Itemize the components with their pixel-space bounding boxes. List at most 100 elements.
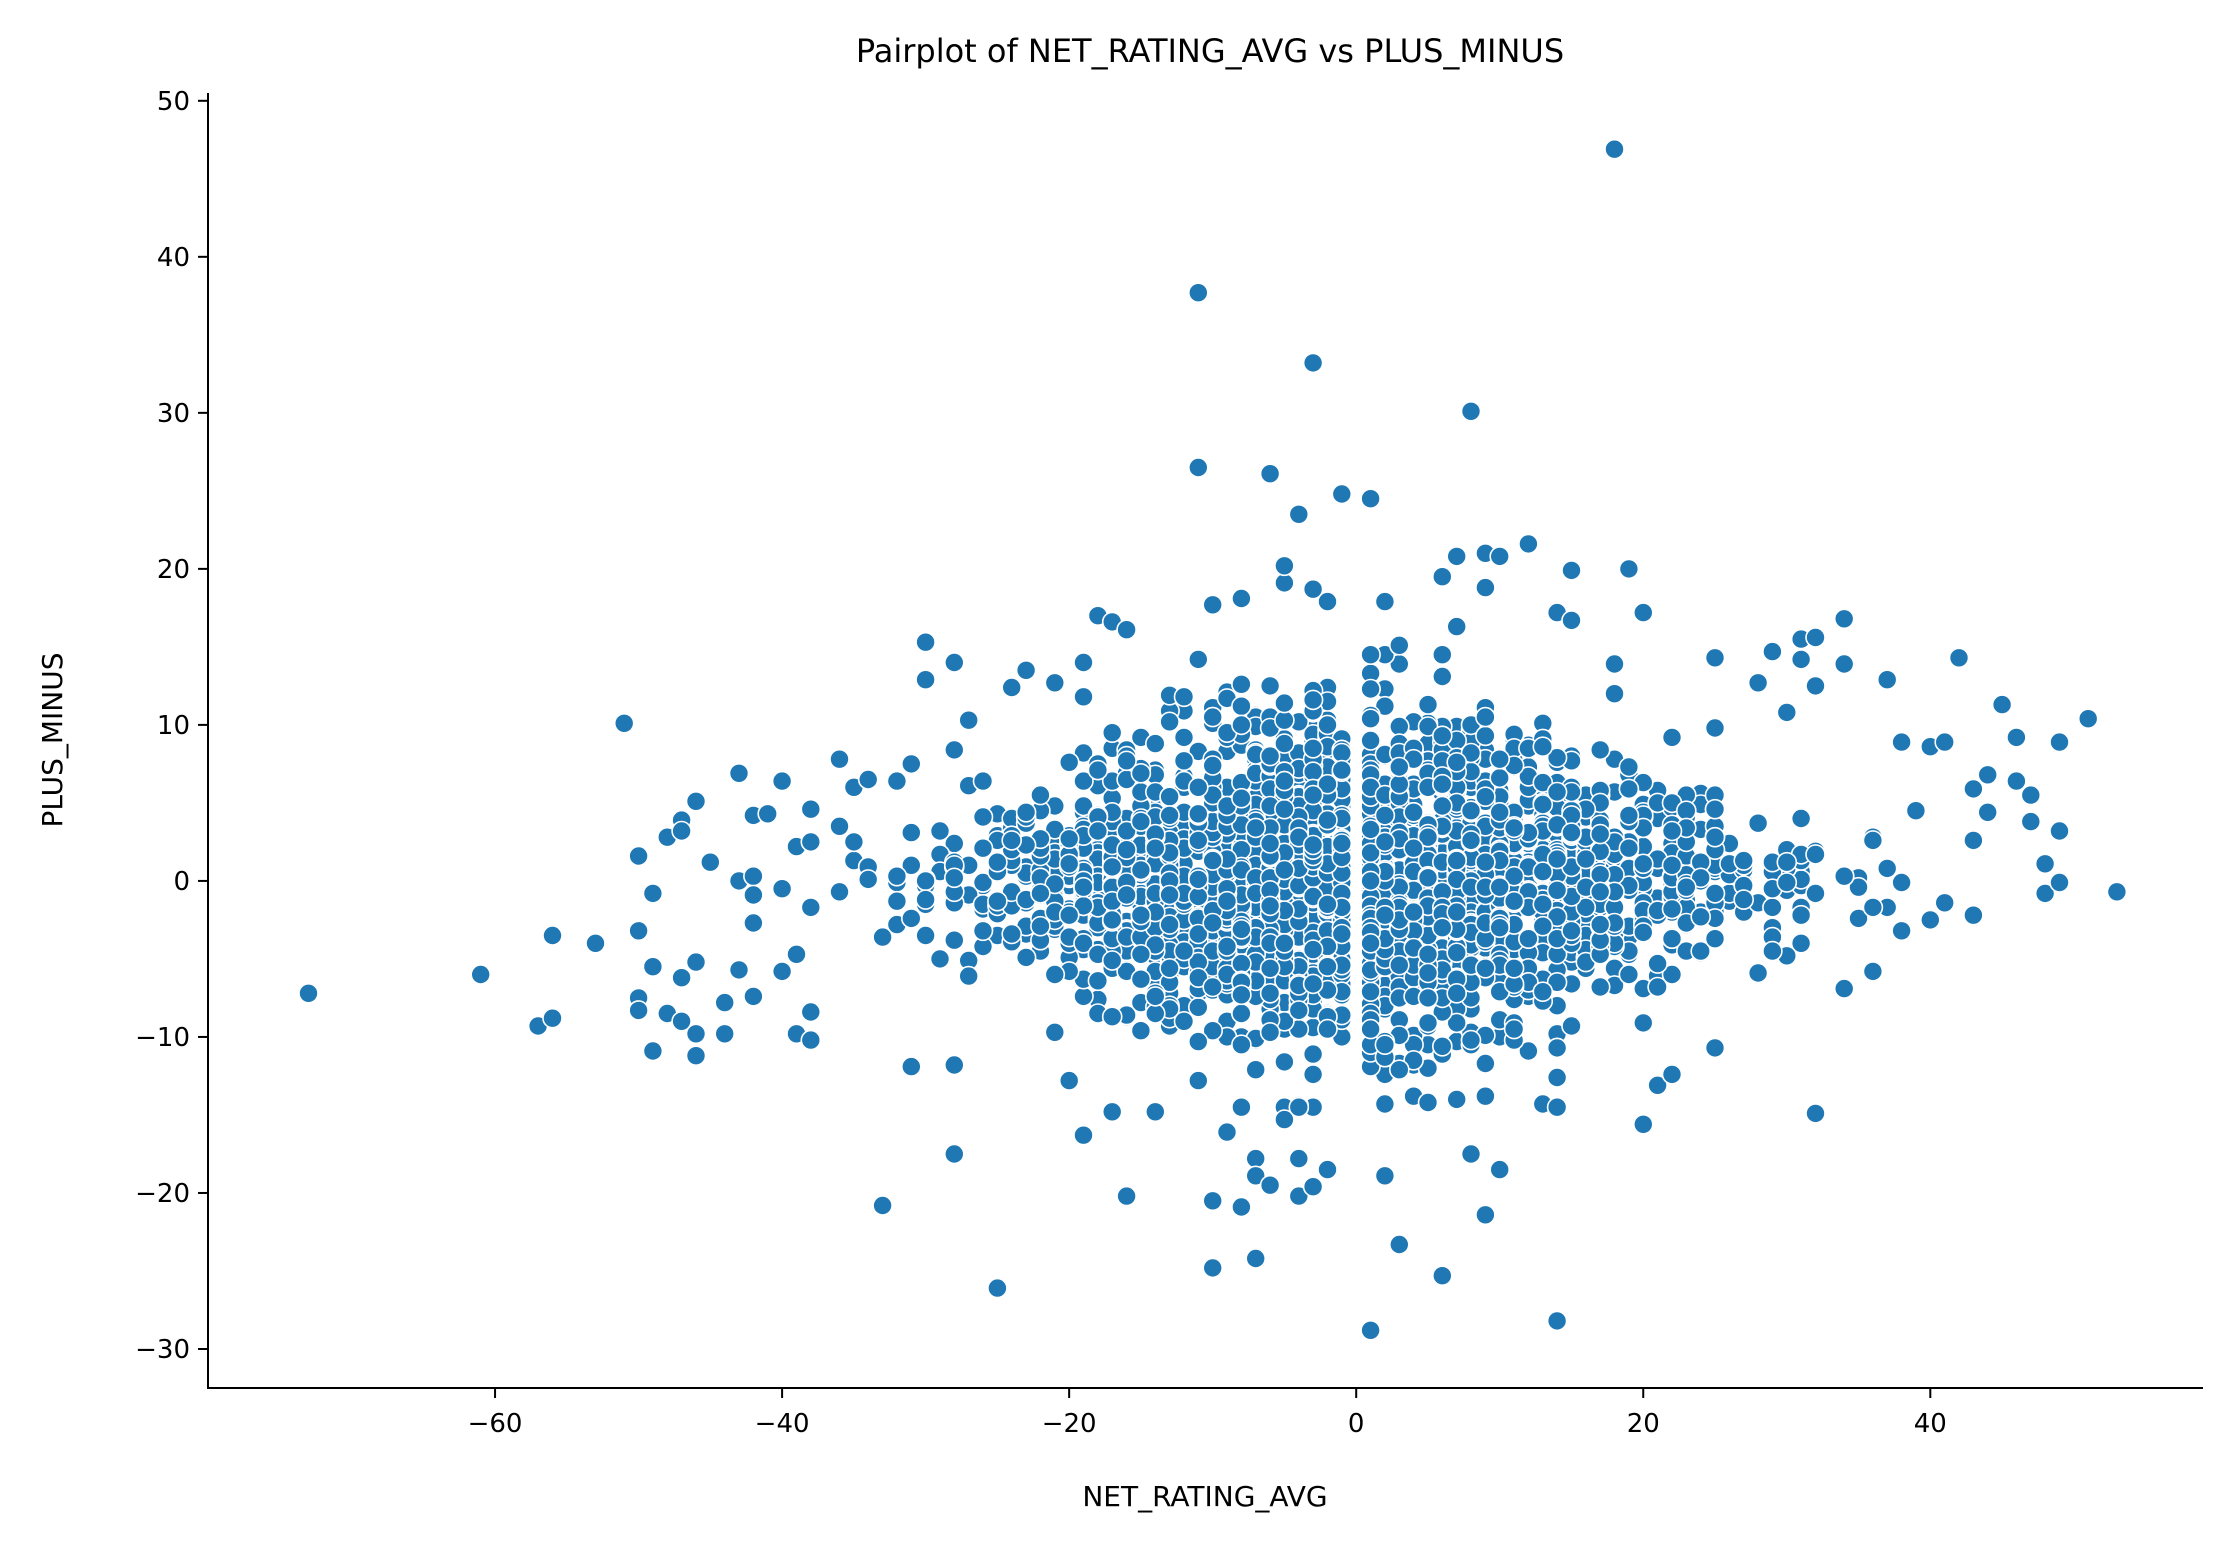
data-point bbox=[1503, 817, 1525, 839]
data-point bbox=[1762, 940, 1783, 962]
data-point bbox=[1073, 932, 1094, 954]
data-point bbox=[915, 669, 936, 691]
data-point bbox=[1489, 748, 1510, 770]
data-point bbox=[1073, 686, 1094, 708]
data-point bbox=[1432, 725, 1453, 747]
data-point bbox=[1173, 1010, 1195, 1032]
data-point bbox=[1245, 1059, 1266, 1080]
data-point bbox=[1503, 865, 1525, 887]
data-point bbox=[1417, 987, 1439, 1009]
data-point bbox=[972, 837, 994, 859]
data-point bbox=[1546, 781, 1568, 803]
data-point bbox=[1604, 683, 1625, 705]
data-point bbox=[298, 982, 319, 1004]
data-point bbox=[1475, 786, 1496, 808]
data-point bbox=[1116, 884, 1137, 906]
data-point bbox=[1274, 770, 1295, 792]
data-point bbox=[1073, 986, 1094, 1007]
data-point bbox=[1274, 1051, 1295, 1073]
data-point bbox=[1475, 851, 1496, 873]
data-point bbox=[1403, 801, 1424, 823]
data-point bbox=[1432, 795, 1453, 817]
data-point bbox=[1704, 883, 1726, 904]
data-point bbox=[900, 854, 922, 876]
data-point bbox=[1460, 800, 1482, 822]
data-point bbox=[1087, 970, 1109, 992]
data-point bbox=[1704, 1037, 1726, 1059]
data-point bbox=[1633, 1114, 1654, 1135]
data-point bbox=[1690, 867, 1711, 889]
data-point bbox=[1044, 873, 1066, 895]
data-point bbox=[642, 883, 664, 904]
data-point bbox=[1259, 745, 1281, 767]
data-point bbox=[1188, 923, 1209, 945]
data-point bbox=[829, 881, 850, 903]
data-point bbox=[1460, 400, 1482, 422]
data-point bbox=[1389, 716, 1410, 737]
data-point bbox=[1274, 733, 1295, 754]
data-point bbox=[1188, 282, 1209, 304]
data-point bbox=[1790, 904, 1812, 926]
data-point bbox=[1460, 1143, 1482, 1165]
data-point bbox=[1546, 879, 1568, 901]
data-point bbox=[1231, 1096, 1252, 1118]
data-point bbox=[1432, 917, 1453, 939]
data-point bbox=[1546, 1037, 1568, 1059]
data-point bbox=[1417, 1092, 1439, 1113]
data-point bbox=[585, 932, 606, 954]
data-point bbox=[1403, 901, 1424, 923]
data-point bbox=[1633, 922, 1654, 943]
data-point bbox=[1159, 805, 1180, 826]
data-point bbox=[1360, 1320, 1381, 1341]
data-point bbox=[843, 831, 865, 853]
data-point bbox=[1417, 1012, 1439, 1034]
x-ticks: −60 −40 −20 0 20 40 bbox=[468, 1388, 1947, 1439]
data-point bbox=[1618, 558, 1640, 580]
data-point bbox=[1518, 928, 1539, 950]
data-point bbox=[857, 869, 879, 890]
data-point bbox=[1790, 649, 1812, 670]
data-point bbox=[1633, 853, 1654, 875]
data-point bbox=[1259, 957, 1281, 979]
data-point bbox=[1044, 672, 1066, 694]
data-point bbox=[1389, 634, 1410, 656]
data-point bbox=[872, 1195, 893, 1216]
data-point bbox=[1876, 858, 1898, 879]
y-tick-label: −20 bbox=[135, 1179, 190, 1209]
data-point bbox=[1231, 695, 1252, 717]
data-point bbox=[743, 865, 764, 887]
data-point bbox=[1188, 803, 1209, 825]
data-point bbox=[1532, 772, 1554, 793]
data-point bbox=[1274, 1109, 1295, 1130]
data-point bbox=[900, 908, 922, 929]
data-point bbox=[1302, 352, 1324, 374]
data-point bbox=[972, 770, 994, 792]
data-point bbox=[1001, 923, 1023, 945]
data-point bbox=[1747, 672, 1769, 694]
data-point bbox=[1173, 727, 1195, 748]
data-point bbox=[642, 956, 664, 978]
data-point bbox=[1015, 947, 1037, 968]
data-point bbox=[728, 959, 750, 981]
data-point bbox=[1202, 594, 1223, 616]
data-point bbox=[1245, 1148, 1266, 1169]
data-point bbox=[1546, 971, 1568, 993]
x-tick-label: 40 bbox=[1914, 1409, 1947, 1439]
data-point bbox=[1446, 616, 1467, 637]
points-layer bbox=[298, 138, 2128, 1341]
data-point bbox=[1561, 560, 1582, 581]
data-point bbox=[1733, 889, 1754, 910]
data-point bbox=[1432, 1265, 1453, 1286]
data-point bbox=[1417, 826, 1439, 848]
data-point bbox=[1532, 736, 1554, 758]
data-point bbox=[1231, 918, 1252, 940]
data-point bbox=[1188, 1031, 1209, 1052]
data-point bbox=[1862, 830, 1884, 851]
x-tick-label: −60 bbox=[468, 1409, 523, 1439]
data-point bbox=[1374, 591, 1396, 612]
data-point bbox=[800, 1029, 822, 1051]
data-point bbox=[943, 929, 965, 951]
data-point bbox=[972, 872, 994, 893]
data-point bbox=[1288, 1096, 1310, 1118]
data-point bbox=[1231, 588, 1252, 609]
